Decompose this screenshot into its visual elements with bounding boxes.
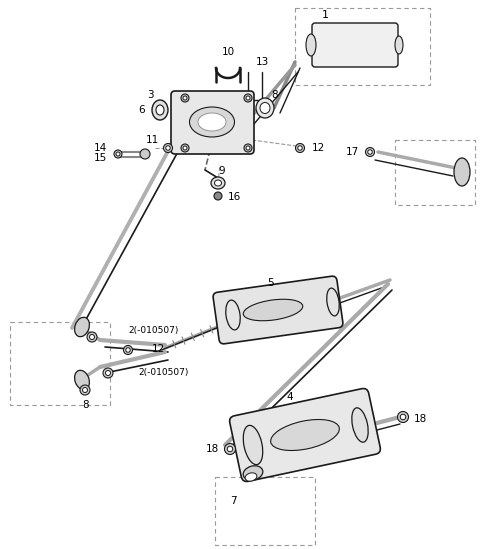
- Circle shape: [225, 444, 236, 455]
- Ellipse shape: [327, 288, 339, 316]
- Text: 8: 8: [83, 400, 89, 410]
- Ellipse shape: [243, 466, 263, 480]
- Circle shape: [106, 371, 110, 376]
- FancyBboxPatch shape: [312, 23, 398, 67]
- Circle shape: [244, 94, 252, 102]
- Ellipse shape: [226, 300, 240, 330]
- Circle shape: [183, 146, 187, 150]
- Text: 10: 10: [221, 47, 235, 57]
- Text: 2(-010507): 2(-010507): [138, 368, 188, 378]
- Ellipse shape: [256, 98, 274, 118]
- Text: 7: 7: [230, 496, 236, 506]
- Circle shape: [126, 348, 130, 352]
- Text: 17: 17: [346, 147, 359, 157]
- Text: 6: 6: [139, 105, 145, 115]
- Circle shape: [400, 414, 406, 420]
- Text: 18: 18: [413, 414, 427, 424]
- Ellipse shape: [245, 473, 257, 481]
- Circle shape: [114, 150, 122, 158]
- Text: 15: 15: [94, 153, 107, 163]
- Ellipse shape: [190, 107, 235, 137]
- Circle shape: [214, 192, 222, 200]
- Ellipse shape: [352, 408, 368, 442]
- Circle shape: [89, 334, 95, 339]
- Circle shape: [87, 332, 97, 342]
- Ellipse shape: [156, 105, 164, 115]
- Circle shape: [116, 152, 120, 156]
- FancyBboxPatch shape: [229, 389, 380, 481]
- Ellipse shape: [306, 34, 316, 56]
- Text: 3: 3: [147, 90, 153, 100]
- Circle shape: [166, 145, 170, 150]
- Ellipse shape: [395, 36, 403, 54]
- Circle shape: [103, 368, 113, 378]
- Text: 1: 1: [322, 10, 328, 20]
- Text: 13: 13: [255, 57, 269, 67]
- Circle shape: [244, 144, 252, 152]
- Text: 5: 5: [267, 278, 273, 288]
- Circle shape: [246, 146, 250, 150]
- Circle shape: [181, 94, 189, 102]
- Circle shape: [181, 144, 189, 152]
- Ellipse shape: [152, 100, 168, 120]
- Text: 4: 4: [287, 392, 293, 402]
- Circle shape: [140, 149, 150, 159]
- Text: 14: 14: [94, 143, 107, 153]
- Ellipse shape: [243, 425, 263, 464]
- Ellipse shape: [74, 371, 89, 390]
- Ellipse shape: [454, 158, 470, 186]
- Circle shape: [183, 96, 187, 100]
- Circle shape: [397, 412, 408, 423]
- Circle shape: [164, 143, 172, 153]
- Ellipse shape: [74, 317, 89, 337]
- Ellipse shape: [198, 113, 226, 131]
- Circle shape: [365, 148, 374, 156]
- Circle shape: [123, 345, 132, 355]
- Circle shape: [83, 388, 87, 393]
- Circle shape: [227, 446, 233, 452]
- Circle shape: [296, 143, 304, 153]
- Text: 16: 16: [228, 192, 240, 202]
- Circle shape: [298, 145, 302, 150]
- FancyBboxPatch shape: [171, 91, 254, 154]
- Circle shape: [80, 385, 90, 395]
- Text: 12: 12: [312, 143, 324, 153]
- FancyBboxPatch shape: [213, 276, 343, 344]
- Ellipse shape: [271, 419, 339, 451]
- Text: 9: 9: [219, 166, 225, 176]
- Text: 12: 12: [152, 344, 165, 354]
- Circle shape: [246, 96, 250, 100]
- Text: 2(-010507): 2(-010507): [128, 326, 179, 334]
- Text: 8: 8: [272, 90, 278, 100]
- Ellipse shape: [215, 180, 221, 186]
- Circle shape: [368, 150, 372, 154]
- Ellipse shape: [260, 103, 270, 114]
- Text: 18: 18: [205, 444, 218, 454]
- Ellipse shape: [211, 177, 225, 189]
- Ellipse shape: [243, 299, 303, 321]
- Text: 11: 11: [145, 135, 158, 145]
